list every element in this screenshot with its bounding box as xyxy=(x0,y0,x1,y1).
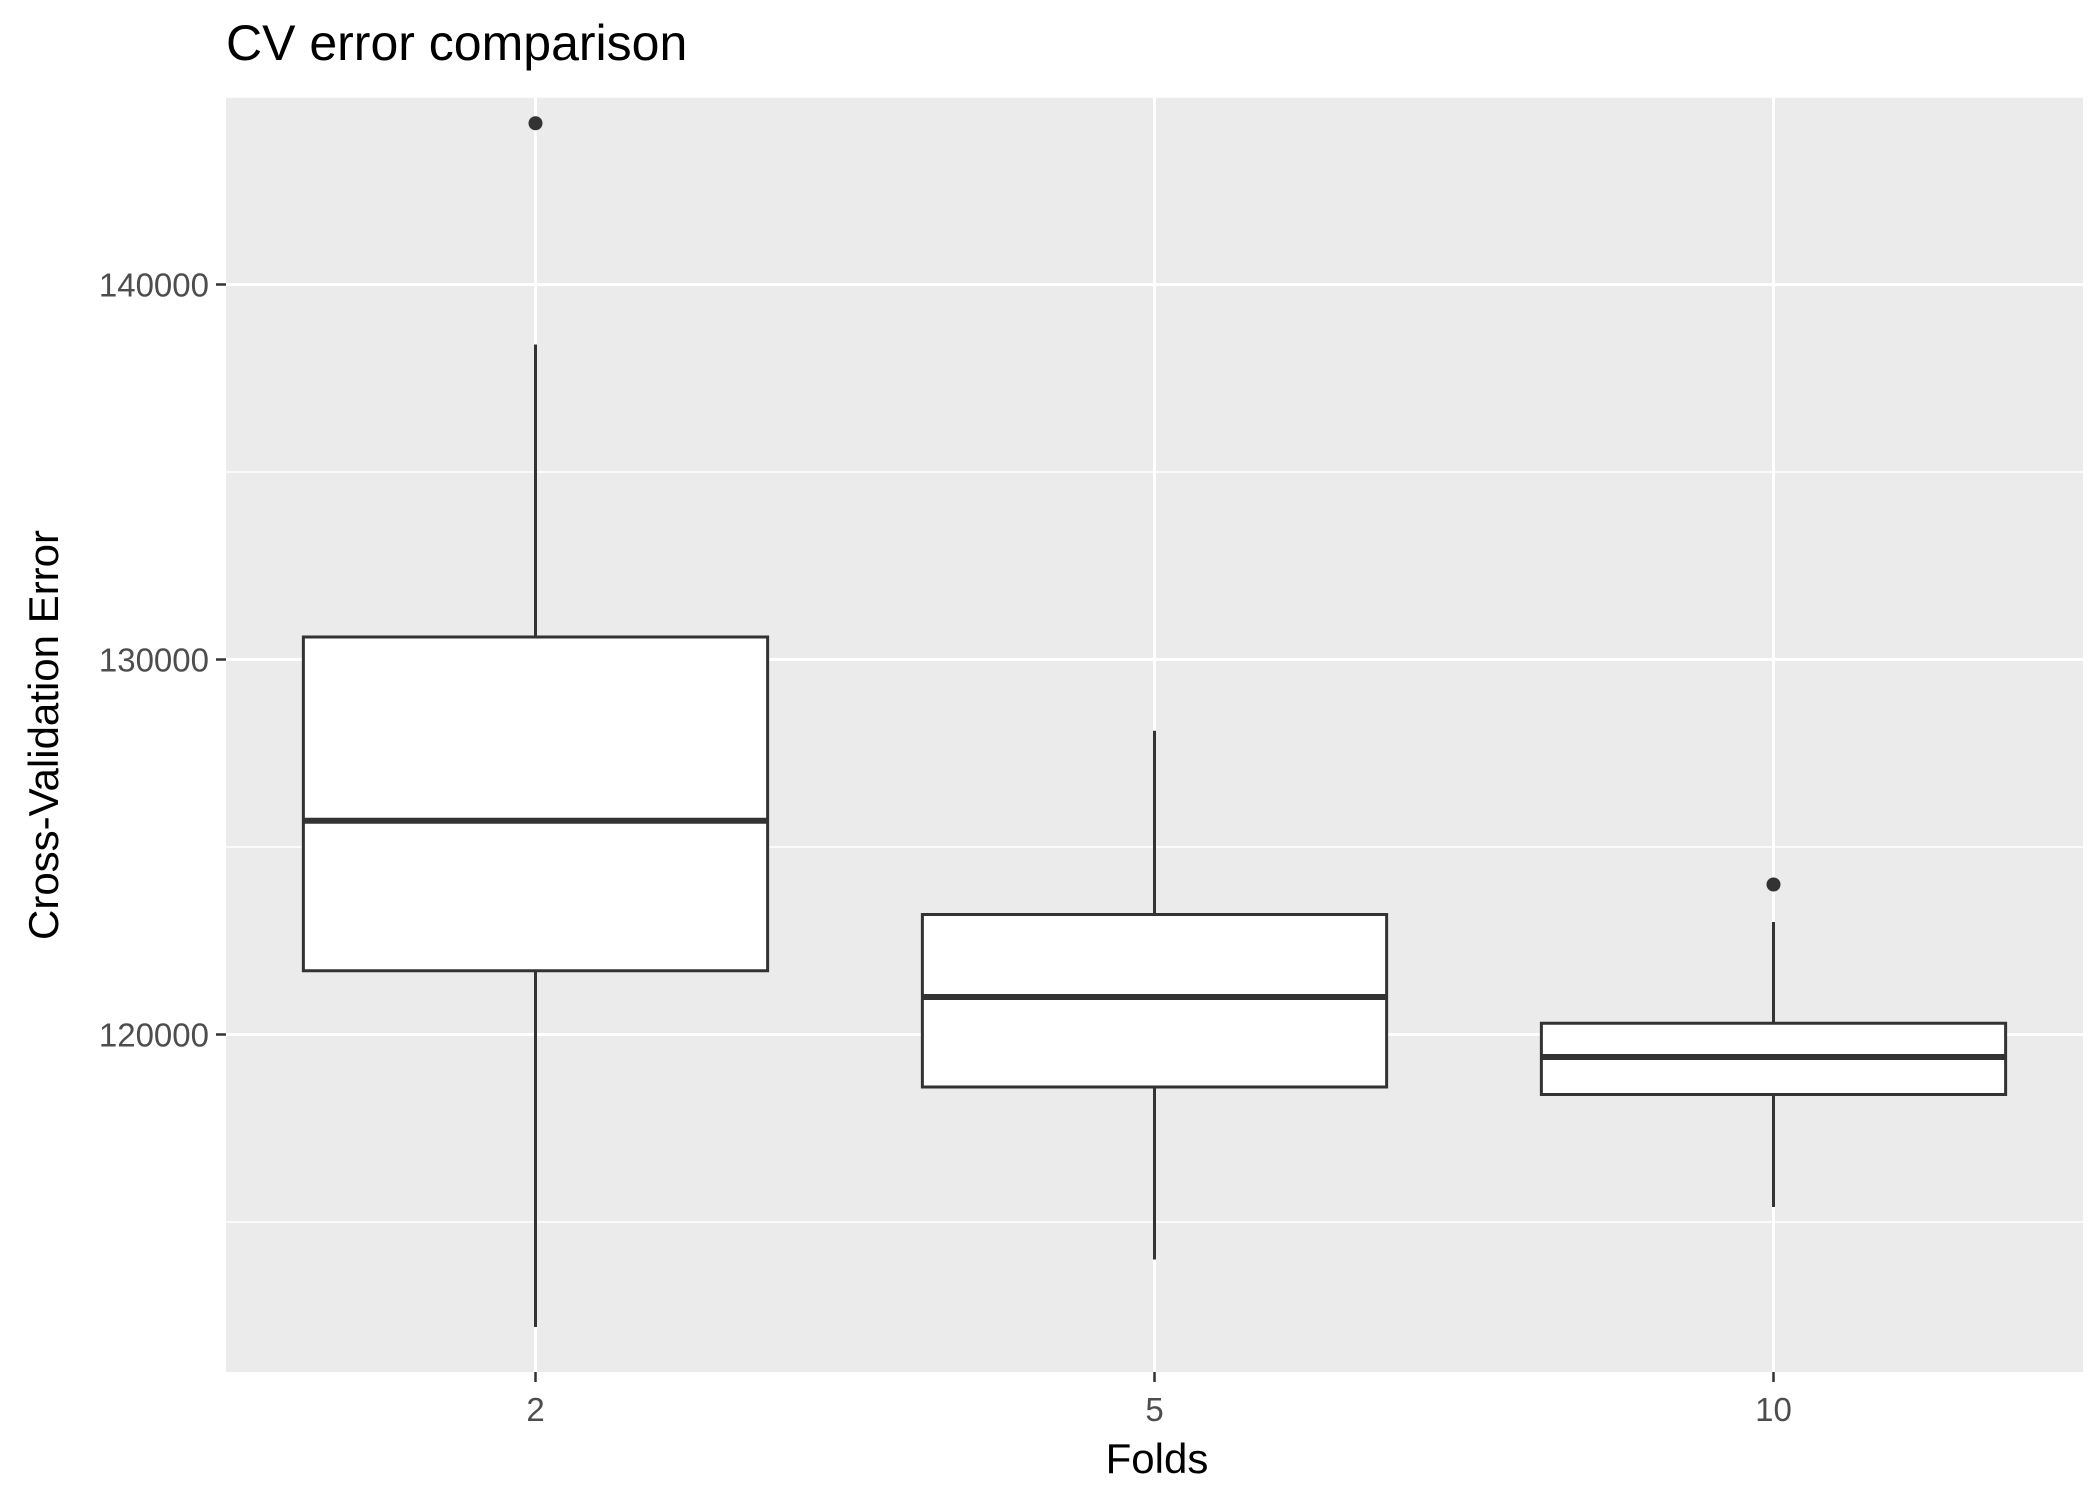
axes: 120000 130000 140000 2 5 10 xyxy=(99,267,1792,1429)
outlier-point xyxy=(1766,877,1781,892)
box-group xyxy=(1539,877,2008,1207)
outlier-point xyxy=(528,116,543,131)
x-tick-label: 10 xyxy=(1755,1391,1792,1428)
y-axis-title: Cross-Validation Error xyxy=(20,530,67,940)
x-tick-label: 2 xyxy=(526,1391,544,1428)
y-tick-label: 140000 xyxy=(99,267,209,304)
chart-title: CV error comparison xyxy=(226,15,687,71)
y-tick-label: 120000 xyxy=(99,1017,209,1054)
x-axis-title: Folds xyxy=(1106,1435,1209,1482)
x-tick-label: 5 xyxy=(1145,1391,1163,1428)
box-group xyxy=(301,116,770,1327)
boxes xyxy=(301,116,2008,1327)
box-iqr xyxy=(301,635,770,973)
box-iqr xyxy=(920,913,1389,1089)
y-tick-label: 130000 xyxy=(99,642,209,679)
box-group xyxy=(920,730,1389,1260)
